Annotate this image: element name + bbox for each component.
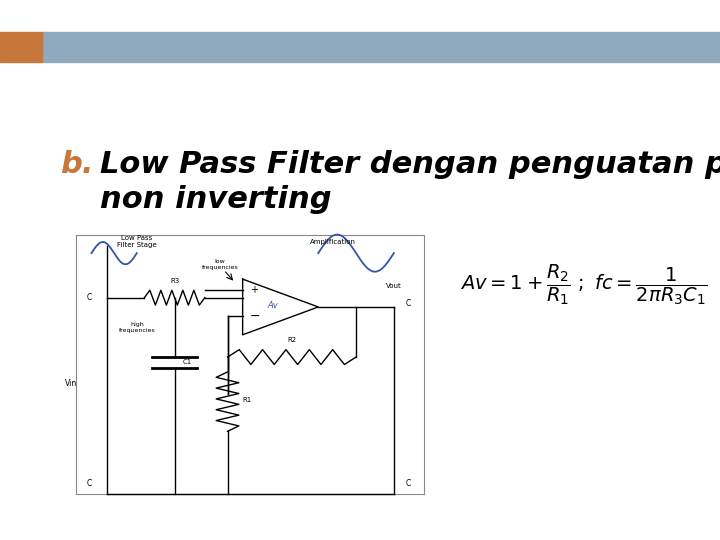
Text: b.: b. (60, 150, 94, 179)
Text: Amplification: Amplification (310, 239, 356, 245)
Text: low
frequencies: low frequencies (202, 259, 238, 269)
Text: R2: R2 (287, 337, 297, 343)
Text: −: − (251, 310, 261, 323)
Text: R3: R3 (170, 278, 179, 284)
Text: Vout: Vout (386, 284, 402, 289)
Text: C: C (405, 479, 410, 488)
Text: Low Pass Filter dengan penguatan pada kaki
non inverting: Low Pass Filter dengan penguatan pada ka… (100, 150, 720, 214)
Text: C: C (405, 299, 410, 308)
Bar (0, 32, 42, 62)
Text: C: C (87, 479, 92, 488)
Text: R1: R1 (243, 396, 252, 403)
Text: $Av = 1+\dfrac{R_2}{R_1}\ ;\ fc = \dfrac{1}{2\pi R_3 C_1}$: $Av = 1+\dfrac{R_2}{R_1}\ ;\ fc = \dfrac… (460, 262, 708, 307)
Text: Vin: Vin (65, 379, 77, 388)
Bar (42, 32, 720, 62)
Text: high
frequencies: high frequencies (118, 322, 156, 333)
Text: +: + (251, 285, 258, 295)
Text: C1: C1 (182, 360, 192, 366)
Text: Av: Av (268, 301, 278, 309)
Text: C: C (87, 293, 92, 302)
Text: Low Pass
Filter Stage: Low Pass Filter Stage (117, 235, 157, 248)
